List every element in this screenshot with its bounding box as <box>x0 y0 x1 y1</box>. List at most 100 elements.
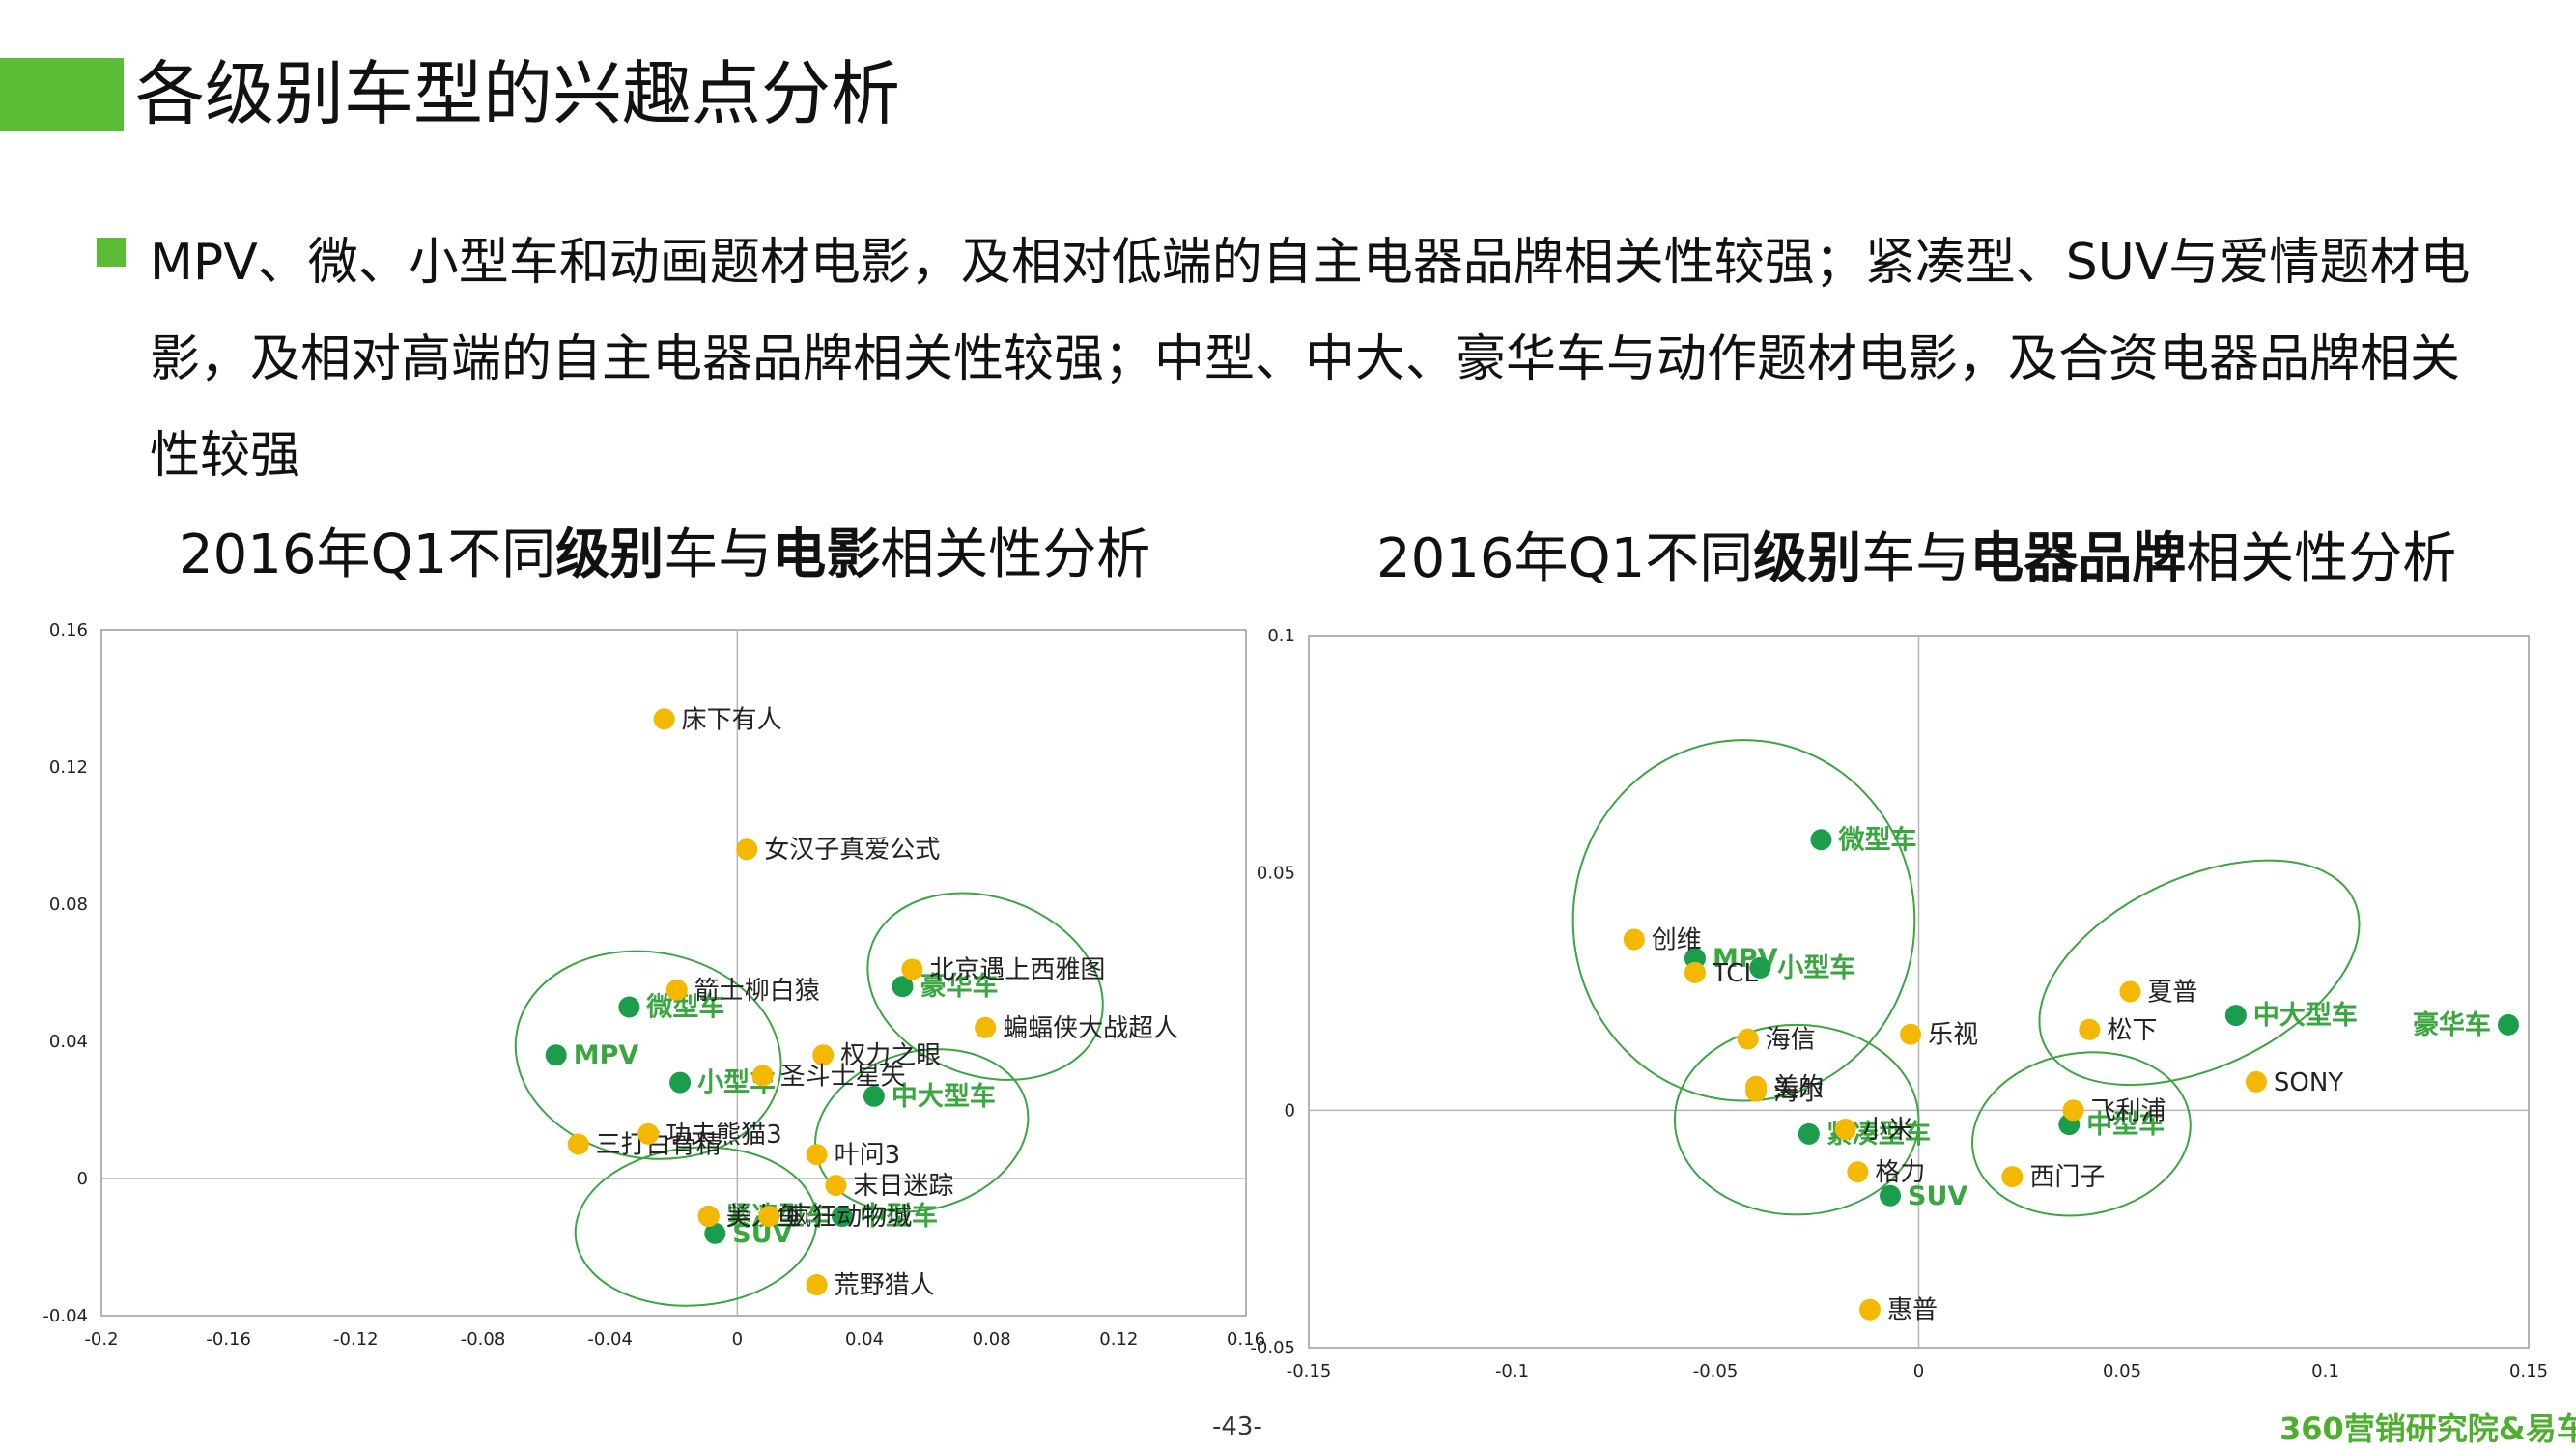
car-point <box>545 1044 567 1066</box>
item-label: 海尔 <box>1773 1078 1824 1107</box>
item-label: 圣斗士星矢 <box>780 1063 906 1092</box>
chart-title-part: 车与 <box>664 524 773 586</box>
chart-title-part: 级别 <box>555 524 665 586</box>
x-tick-label: -0.15 <box>1287 1361 1332 1381</box>
chart-title-part: 2016年Q1不同 <box>179 524 556 586</box>
item-label: 权力之眼 <box>840 1041 941 1070</box>
car-label: 中大型车 <box>892 1081 996 1112</box>
car-label: SUV <box>1908 1181 1967 1211</box>
title-accent-bar <box>0 58 124 131</box>
car-label: MPV <box>574 1040 639 1070</box>
item-point <box>2062 1099 2084 1122</box>
x-tick-label: 0.16 <box>1227 1329 1265 1350</box>
chart-title-part: 电影 <box>772 524 881 586</box>
y-tick-label: 0.16 <box>49 620 88 640</box>
item-label: 惠普 <box>1887 1296 1938 1325</box>
item-point <box>2079 1018 2101 1040</box>
item-label: 末日迷踪 <box>853 1172 953 1201</box>
cluster-ellipse <box>1971 1051 2192 1217</box>
chart-title-part: 相关性分析 <box>2186 527 2457 590</box>
x-tick-label: 0 <box>732 1329 743 1350</box>
item-label: 功夫熊猫3 <box>665 1121 782 1150</box>
x-tick-label: -0.12 <box>333 1329 379 1350</box>
chart-title-part: 2016年Q1不同 <box>1376 527 1754 590</box>
summary-bullet: MPV、微、小型车和动画题材电影，及相对低端的自主电器品牌相关性较强；紧凑型、S… <box>150 234 2471 485</box>
y-tick-label: -0.04 <box>42 1306 88 1326</box>
x-tick-label: 0.08 <box>973 1329 1011 1350</box>
car-point <box>2497 1013 2519 1036</box>
y-tick-label: 0 <box>1285 1100 1295 1121</box>
item-label: 美的 <box>1773 1073 1824 1102</box>
item-label: 海信 <box>1766 1026 1816 1055</box>
chart-title-part: 级别 <box>1753 527 1862 590</box>
item-point <box>653 708 675 730</box>
x-tick-label: 0 <box>1913 1361 1924 1381</box>
car-point <box>1880 1184 1902 1207</box>
x-tick-label: 0.1 <box>2311 1361 2339 1381</box>
item-label: 蝙蝠侠大战超人 <box>1003 1014 1178 1043</box>
x-tick-label: -0.1 <box>1495 1361 1529 1381</box>
cluster-ellipse <box>2038 859 2361 1087</box>
cluster-ellipse <box>866 892 1104 1081</box>
car-point <box>863 1085 885 1107</box>
y-tick-label: 0.05 <box>1257 864 1295 884</box>
item-point <box>812 1044 835 1066</box>
x-tick-label: 0.12 <box>1099 1329 1138 1350</box>
item-label: 床下有人 <box>682 705 782 734</box>
footer-brand: 360营销研究院&易车 <box>2279 1410 2576 1447</box>
movie-correlation-chart: -0.2 -0.16 -0.12 -0.08 -0.04 0 0.04 0.08 0.12 0.1… <box>42 620 1265 1350</box>
x-tick-label: -0.04 <box>587 1329 633 1350</box>
x-tick-label: 0.15 <box>2509 1361 2548 1381</box>
car-label: 中大型车 <box>2253 1000 2358 1031</box>
car-label: 微型车 <box>645 992 724 1023</box>
x-tick-label: 0.04 <box>845 1329 884 1350</box>
item-label: TCL <box>1712 959 1759 988</box>
car-point <box>1810 829 1832 851</box>
item-point <box>1684 961 1706 983</box>
car-label: 中型车 <box>2086 1109 2165 1140</box>
item-point <box>751 1065 774 1087</box>
item-label: 飞利浦 <box>2090 1096 2166 1125</box>
item-point <box>567 1133 589 1155</box>
car-point <box>831 1206 853 1228</box>
item-label: 叶问3 <box>835 1141 901 1170</box>
y-tick-label: 0.1 <box>1267 626 1295 646</box>
y-tick-label: 0 <box>77 1169 88 1189</box>
item-point <box>1858 1298 1881 1321</box>
car-point <box>704 1222 726 1244</box>
item-point <box>637 1122 660 1145</box>
item-label: 乐视 <box>1928 1021 1978 1050</box>
chart-title-appliances: 2016年Q1不同级别车与电器品牌相关性分析 <box>1376 526 2456 593</box>
item-point <box>2001 1166 2024 1188</box>
chart-title-movies: 2016年Q1不同级别车与电影相关性分析 <box>179 522 1150 589</box>
chart-title-part: 相关性分析 <box>880 524 1151 586</box>
item-label: 夏普 <box>2147 979 2197 1008</box>
item-point <box>806 1274 828 1296</box>
item-label: 创维 <box>1652 925 1702 954</box>
x-tick-label: -0.2 <box>84 1329 118 1350</box>
item-point <box>1834 1118 1856 1140</box>
cluster-ellipse <box>1571 739 1916 1102</box>
car-point <box>892 976 914 998</box>
car-point <box>618 996 640 1018</box>
item-label: 小米 <box>1863 1116 1913 1145</box>
car-label: 豪华车 <box>920 971 999 1002</box>
car-point <box>1798 1122 1820 1145</box>
car-label: 豪华车 <box>2413 1009 2491 1040</box>
item-point <box>1900 1023 1922 1045</box>
x-tick-label: 0.05 <box>2103 1361 2141 1381</box>
item-point <box>975 1016 997 1038</box>
y-tick-label: 0.08 <box>49 895 88 915</box>
item-point <box>697 1206 720 1228</box>
item-point <box>2245 1070 2267 1093</box>
x-tick-label: -0.08 <box>461 1329 506 1350</box>
item-label: 松下 <box>2107 1016 2157 1045</box>
plot-frame <box>100 629 1247 1317</box>
cluster-ellipse <box>1673 1023 1920 1216</box>
item-label: 女汉子真爱公式 <box>764 836 940 865</box>
y-tick-label: -0.05 <box>1250 1338 1295 1358</box>
item-label: 西门子 <box>2029 1163 2105 1192</box>
item-label: 箭士柳白猿 <box>694 977 820 1006</box>
item-point <box>665 979 688 1001</box>
item-point <box>2119 980 2141 1003</box>
